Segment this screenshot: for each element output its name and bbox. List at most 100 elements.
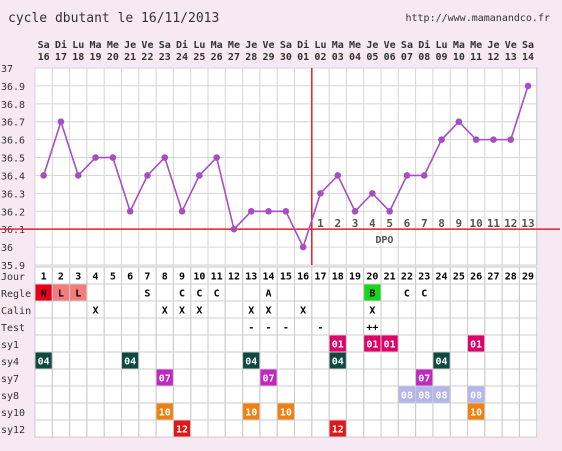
cell-code: 04 — [245, 357, 257, 368]
dpo-number: 7 — [421, 217, 428, 230]
temperature-series — [40, 82, 532, 251]
dpo-number: 1 — [317, 217, 324, 230]
cell-code: C — [179, 289, 185, 300]
day-name-label: Me — [107, 40, 119, 51]
row-label: Regle — [1, 289, 31, 300]
y-tick-label: 36.3 — [1, 189, 25, 200]
dpo-label: DPO — [375, 235, 393, 246]
dpo-number: 3 — [352, 217, 359, 230]
temperature-point — [369, 190, 376, 197]
day-name-label: Ve — [141, 40, 153, 51]
day-name-label: Lu — [436, 40, 448, 51]
jour-number: 2 — [58, 272, 64, 283]
jour-number: 13 — [245, 272, 257, 283]
jour-number: 25 — [453, 272, 465, 283]
day-name-label: Lu — [314, 40, 326, 51]
temperature-point — [455, 118, 463, 126]
row-label: Calin — [1, 306, 31, 317]
row-label: Jour — [1, 272, 25, 283]
cell-code: C — [196, 289, 202, 300]
jour-number: 23 — [418, 272, 430, 283]
date-label: 10 — [453, 52, 465, 63]
y-tick-label: 36.5 — [1, 154, 25, 165]
temperature-point — [144, 172, 151, 179]
date-label: 30 — [280, 52, 292, 63]
date-label: 05 — [366, 52, 378, 63]
cell-code: X — [300, 306, 306, 317]
cell-code: X — [162, 306, 168, 317]
cell-code: 08 — [470, 391, 482, 402]
reference-lines — [0, 68, 560, 265]
temperature-point — [74, 172, 82, 179]
temperature-point — [420, 172, 428, 179]
jour-number: 6 — [127, 272, 133, 283]
jour-number: 26 — [470, 272, 482, 283]
jour-number: 17 — [314, 272, 326, 283]
cell-code: 04 — [124, 357, 136, 368]
cell-code: 01 — [366, 340, 378, 351]
temperature-point — [507, 136, 515, 143]
y-tick-label: 36.4 — [1, 171, 25, 182]
cell-code: 04 — [332, 357, 344, 368]
cell-code: 08 — [436, 391, 448, 402]
date-label: 28 — [245, 52, 257, 63]
chart-title: cycle dbutant le 16/11/2013 — [8, 11, 219, 26]
temperature-point — [213, 154, 220, 161]
y-tick-label: 36.7 — [1, 118, 25, 129]
temperature-point — [161, 154, 169, 161]
row-label: sy1 — [1, 340, 19, 351]
cell-code: N — [41, 289, 47, 300]
jour-number: 11 — [211, 272, 223, 283]
jour-number: 15 — [280, 272, 292, 283]
row-label: sy8 — [1, 391, 19, 402]
date-label: 12 — [487, 52, 499, 63]
day-name-label: Sa — [401, 40, 413, 51]
cell-code: 07 — [418, 374, 430, 385]
temperature-point — [524, 82, 532, 90]
cell-code: 07 — [159, 374, 171, 385]
date-label: 17 — [55, 52, 67, 63]
day-name-label: Ve — [505, 40, 517, 51]
dpo-number: 2 — [334, 217, 341, 230]
jour-number: 28 — [505, 272, 517, 283]
date-label: 02 — [314, 52, 326, 63]
cell-code: 10 — [159, 408, 171, 419]
cell-code: X — [266, 306, 272, 317]
cell-code: A — [266, 289, 272, 300]
cell-code: - — [266, 323, 272, 334]
date-label: 11 — [470, 52, 482, 63]
jour-number: 20 — [366, 272, 378, 283]
cell-code: L — [75, 289, 81, 300]
grid — [34, 67, 538, 266]
plot-area — [34, 67, 538, 266]
row-label: sy12 — [1, 425, 25, 436]
cell-code: 08 — [401, 391, 413, 402]
jour-number: 16 — [297, 272, 309, 283]
day-name-label: Ve — [384, 40, 396, 51]
temperature-point — [196, 172, 203, 179]
cell-code: B — [369, 289, 375, 300]
temperature-point — [265, 207, 272, 215]
dpo-number: 4 — [369, 217, 376, 230]
cell-code: 10 — [280, 408, 292, 419]
y-tick-label: 37 — [1, 64, 13, 75]
day-name-label: Je — [487, 40, 499, 51]
date-label: 18 — [72, 52, 84, 63]
jour-number: 3 — [75, 272, 81, 283]
jour-number: 24 — [436, 272, 448, 283]
row-label: sy7 — [1, 374, 19, 385]
cell-code: - — [283, 323, 289, 334]
cell-code: 12 — [332, 425, 344, 436]
day-name-label: Sa — [159, 40, 171, 51]
table-cell — [518, 419, 538, 438]
cell-code: 01 — [384, 340, 396, 351]
day-name-label: Ve — [263, 40, 275, 51]
jour-number: 9 — [179, 272, 185, 283]
y-tick-label: 36.6 — [1, 136, 25, 147]
temperature-point — [40, 172, 47, 179]
dpo-number: 12 — [504, 217, 517, 230]
date-label: 06 — [384, 52, 396, 63]
temperature-point — [472, 136, 480, 143]
cell-code: 04 — [38, 357, 50, 368]
temperature-point — [386, 207, 393, 215]
